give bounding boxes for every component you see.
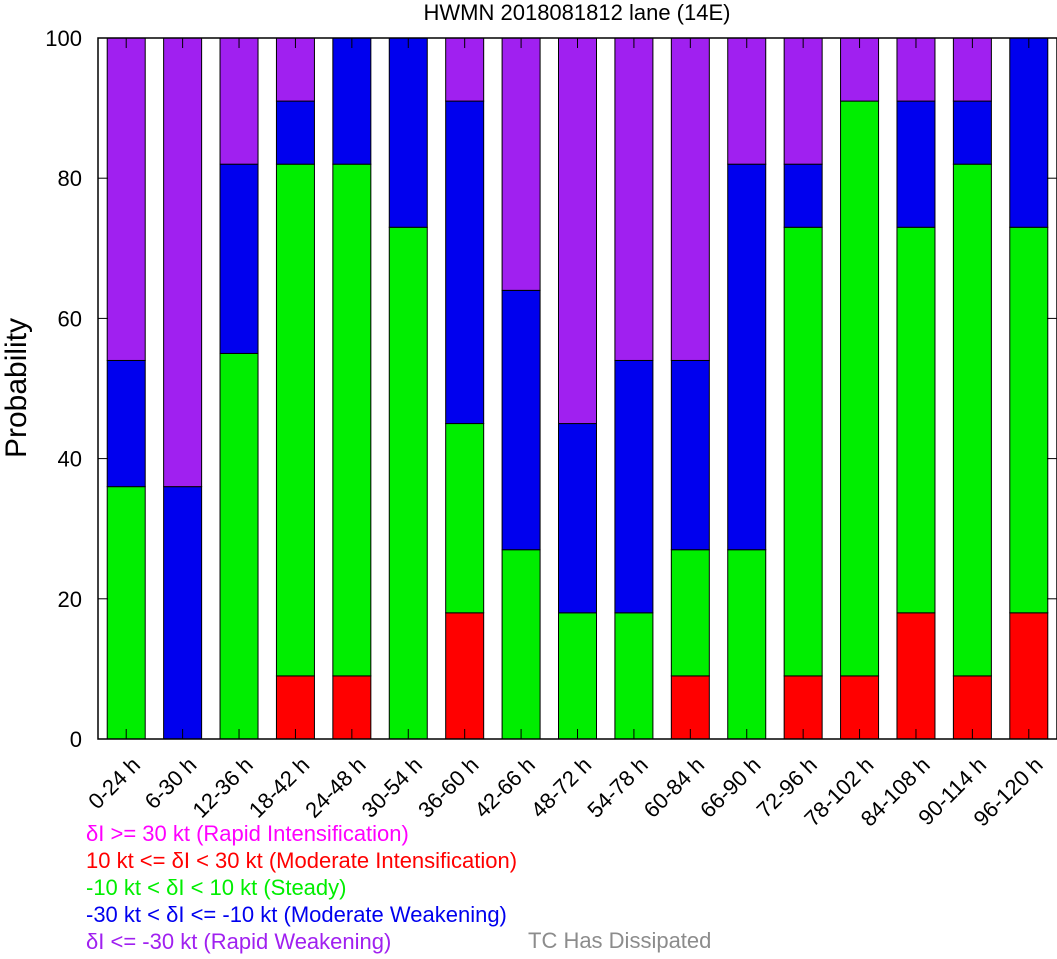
x-tick-label: 42-66 h bbox=[469, 752, 539, 822]
bar-78-102-h-series-3 bbox=[840, 37, 880, 102]
bar-6-30-h-series-3 bbox=[163, 37, 203, 488]
bar-18-42-h-series-3 bbox=[275, 37, 315, 102]
y-tick-label: 0 bbox=[70, 727, 82, 752]
bar-42-66-h-series-1 bbox=[501, 549, 541, 740]
x-tick-label: 54-78 h bbox=[582, 752, 652, 822]
bar-6-30-h-series-2 bbox=[163, 486, 203, 740]
legend-entry-steady: -10 kt < δI < 10 kt (Steady) bbox=[86, 875, 347, 900]
bar-66-90-h-series-1 bbox=[727, 549, 767, 740]
bar-30-54-h-series-1 bbox=[388, 226, 428, 740]
bar-group bbox=[106, 37, 1049, 740]
bar-66-90-h-series-3 bbox=[727, 37, 767, 165]
bar-42-66-h-series-3 bbox=[501, 37, 541, 291]
bar-90-114-h-series-0 bbox=[952, 675, 992, 740]
bar-84-108-h-series-3 bbox=[896, 37, 936, 102]
legend-entry-moderate-intensification: 10 kt <= δI < 30 kt (Moderate Intensific… bbox=[86, 848, 518, 873]
x-tick-label: 0-24 h bbox=[83, 752, 145, 814]
y-tick-label: 60 bbox=[58, 306, 82, 331]
bar-48-72-h-series-1 bbox=[558, 612, 597, 740]
x-tick-label: 60-84 h bbox=[639, 752, 709, 822]
bar-60-84-h-series-3 bbox=[670, 37, 710, 361]
legend-entry-moderate-weakening: -30 kt < δI <= -10 kt (Moderate Weakenin… bbox=[86, 902, 507, 927]
x-tick-label: 30-54 h bbox=[357, 752, 427, 822]
bar-48-72-h-series-2 bbox=[558, 423, 597, 614]
bar-42-66-h-series-2 bbox=[501, 289, 541, 551]
bar-54-78-h-series-3 bbox=[614, 37, 654, 361]
bar-96-120-h-series-1 bbox=[1009, 226, 1049, 614]
bar-12-36-h-series-3 bbox=[219, 37, 259, 165]
plot-frame bbox=[97, 37, 1057, 740]
bar-72-96-h-series-2 bbox=[783, 163, 823, 228]
bar-66-90-h-series-2 bbox=[727, 163, 767, 551]
bar-72-96-h-series-3 bbox=[783, 37, 823, 165]
bar-24-48-h-series-2 bbox=[332, 37, 372, 165]
legend-entry-rapid-weakening: δI <= -30 kt (Rapid Weakening) bbox=[86, 929, 392, 954]
bar-84-108-h-series-0 bbox=[896, 612, 936, 740]
bar-60-84-h-series-2 bbox=[670, 359, 710, 551]
legend-entry-rapid-intensification: δI >= 30 kt (Rapid Intensification) bbox=[86, 821, 409, 846]
x-tick-label: 18-42 h bbox=[244, 752, 314, 822]
y-tick-label: 80 bbox=[58, 166, 82, 191]
bar-0-24-h-series-2 bbox=[106, 359, 146, 488]
bar-54-78-h-series-2 bbox=[614, 359, 654, 614]
x-tick-label: 48-72 h bbox=[526, 752, 596, 822]
legend-entry-tc-dissipated: TC Has Dissipated bbox=[528, 928, 712, 953]
bar-12-36-h-series-1 bbox=[219, 352, 259, 740]
legend: δI >= 30 kt (Rapid Intensification) 10 k… bbox=[86, 820, 517, 955]
bar-0-24-h-series-1 bbox=[106, 486, 146, 740]
y-tick-label: 40 bbox=[58, 447, 82, 472]
y-axis-label: Probability bbox=[0, 318, 33, 458]
bar-36-60-h-series-2 bbox=[445, 100, 485, 425]
bar-90-114-h-series-3 bbox=[952, 37, 992, 102]
bar-60-84-h-series-1 bbox=[670, 549, 710, 677]
bar-96-120-h-series-2 bbox=[1009, 37, 1049, 228]
bar-72-96-h-series-1 bbox=[783, 226, 823, 677]
x-tick-label: 36-60 h bbox=[413, 752, 483, 822]
bar-84-108-h-series-2 bbox=[896, 100, 936, 228]
chart-title: HWMN 2018081812 lane (14E) bbox=[424, 0, 731, 25]
y-tick-label: 100 bbox=[45, 26, 82, 51]
x-tick-label: 66-90 h bbox=[695, 752, 765, 822]
bar-36-60-h-series-1 bbox=[445, 423, 485, 614]
bar-78-102-h-series-1 bbox=[840, 100, 880, 677]
bar-90-114-h-series-1 bbox=[952, 163, 992, 677]
bar-18-42-h-series-0 bbox=[275, 675, 315, 740]
bar-72-96-h-series-0 bbox=[783, 675, 823, 740]
bar-30-54-h-series-2 bbox=[388, 37, 428, 228]
bar-90-114-h-series-2 bbox=[952, 100, 992, 165]
bar-0-24-h-series-3 bbox=[106, 37, 146, 361]
bar-96-120-h-series-0 bbox=[1009, 612, 1049, 740]
x-tick-label: 24-48 h bbox=[300, 752, 370, 822]
bar-36-60-h-series-0 bbox=[445, 612, 485, 740]
bar-84-108-h-series-1 bbox=[896, 226, 936, 614]
bar-48-72-h-series-3 bbox=[558, 37, 597, 425]
bar-18-42-h-series-2 bbox=[275, 100, 315, 165]
bar-36-60-h-series-3 bbox=[445, 37, 485, 102]
bar-24-48-h-series-1 bbox=[332, 163, 372, 677]
y-tick-label: 20 bbox=[58, 587, 82, 612]
bar-18-42-h-series-1 bbox=[275, 163, 315, 677]
bar-54-78-h-series-1 bbox=[614, 612, 654, 740]
x-tick-label: 12-36 h bbox=[187, 752, 257, 822]
bar-12-36-h-series-2 bbox=[219, 163, 259, 354]
